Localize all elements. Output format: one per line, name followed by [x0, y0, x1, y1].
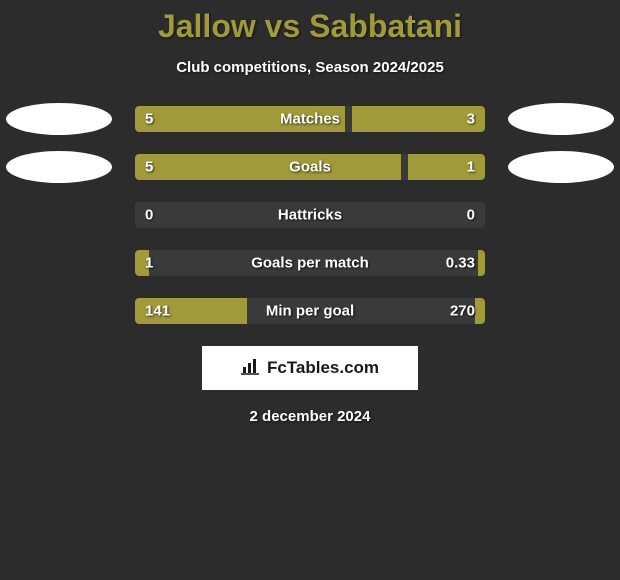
date-text: 2 december 2024	[0, 408, 620, 425]
logo-box[interactable]: FcTables.com	[202, 346, 418, 390]
stat-label: Goals per match	[251, 255, 369, 272]
stat-value-left: 5	[145, 159, 153, 176]
avatar-left	[6, 103, 112, 135]
stat-row: 0 Hattricks 0	[0, 202, 620, 228]
stat-value-right: 0	[467, 207, 475, 224]
bar-segment-left	[135, 154, 401, 180]
stat-row: 1 Goals per match 0.33	[0, 250, 620, 276]
stat-value-left: 1	[145, 255, 153, 272]
bar-chart-icon	[241, 357, 263, 380]
stat-row: 5 Goals 1	[0, 154, 620, 180]
stat-bar: 5 Goals 1	[135, 154, 485, 180]
avatar-left	[6, 151, 112, 183]
stat-value-left: 5	[145, 111, 153, 128]
bar-segment-right	[352, 106, 485, 132]
stat-row: 5 Matches 3	[0, 106, 620, 132]
stat-label: Matches	[280, 111, 340, 128]
logo-text: FcTables.com	[267, 358, 379, 378]
stat-bar: 0 Hattricks 0	[135, 202, 485, 228]
stat-value-right: 3	[467, 111, 475, 128]
bar-segment-right	[475, 298, 486, 324]
stat-label: Min per goal	[266, 303, 354, 320]
page-title: Jallow vs Sabbatani	[0, 8, 620, 45]
stat-value-right: 0.33	[446, 255, 475, 272]
stat-value-left: 0	[145, 207, 153, 224]
stat-value-right: 270	[450, 303, 475, 320]
stat-label: Goals	[289, 159, 331, 176]
stats-comparison-container: Jallow vs Sabbatani Club competitions, S…	[0, 0, 620, 425]
avatar-right	[508, 103, 614, 135]
stat-label: Hattricks	[278, 207, 342, 224]
stat-value-right: 1	[467, 159, 475, 176]
stat-value-left: 141	[145, 303, 170, 320]
subtitle: Club competitions, Season 2024/2025	[0, 59, 620, 76]
stat-bar: 1 Goals per match 0.33	[135, 250, 485, 276]
stat-row: 141 Min per goal 270	[0, 298, 620, 324]
avatar-right	[508, 151, 614, 183]
stats-rows: 5 Matches 3 5 Goals 1 0 Hattricks 0 1 Goals per ma…	[0, 106, 620, 324]
stat-bar: 141 Min per goal 270	[135, 298, 485, 324]
bar-segment-right	[478, 250, 485, 276]
stat-bar: 5 Matches 3	[135, 106, 485, 132]
